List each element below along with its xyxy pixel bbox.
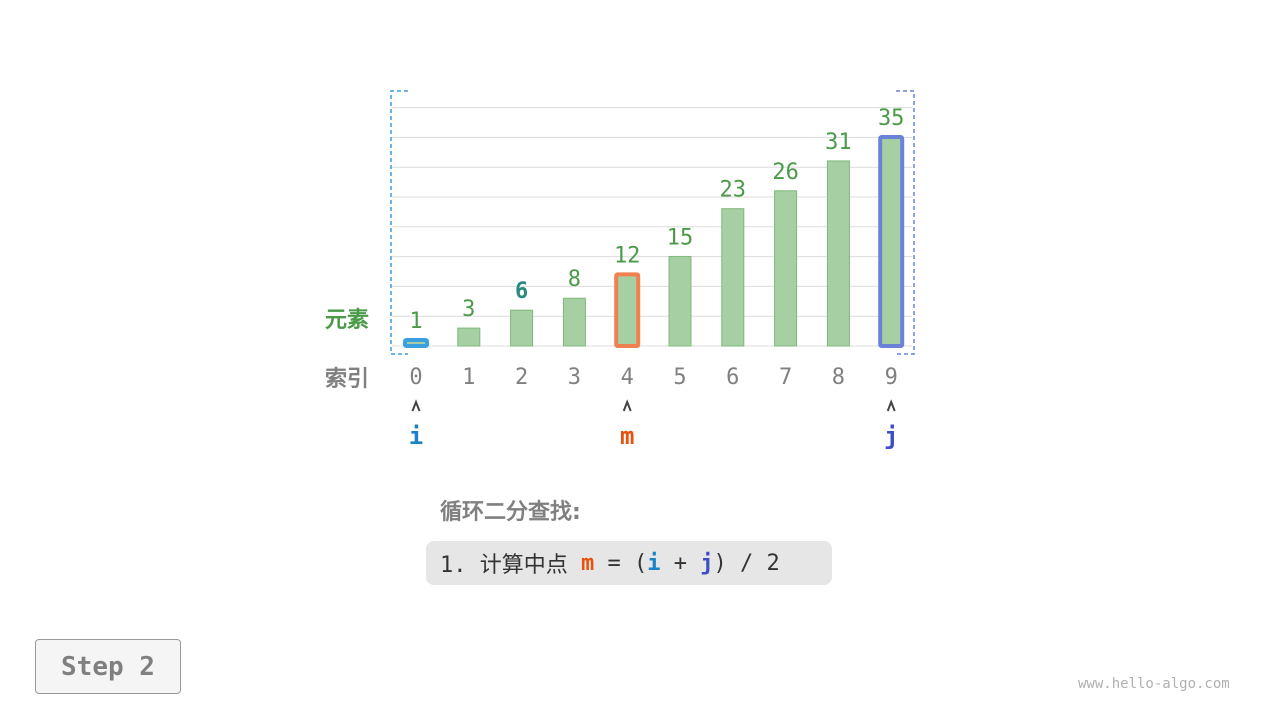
formula-plus: +: [660, 550, 701, 576]
value-label-2: 6: [515, 279, 528, 304]
index-label-4: 4: [621, 365, 634, 390]
formula-j: j: [700, 550, 714, 576]
index-label-2: 2: [515, 365, 528, 390]
watermark: www.hello-algo.com: [1078, 676, 1230, 692]
step-button[interactable]: Step 2: [35, 639, 181, 694]
bar-9: [878, 135, 905, 348]
pointer-j: j: [884, 422, 898, 450]
bar-6: [721, 208, 745, 347]
bar-3: [562, 297, 586, 347]
index-label-1: 1: [462, 365, 475, 390]
formula-eq: = (: [594, 550, 648, 576]
index-label-3: 3: [568, 365, 581, 390]
value-label-3: 8: [568, 267, 581, 292]
bar-0: [403, 338, 429, 348]
pointer-arrow-i-icon: [411, 399, 421, 412]
value-label-1: 3: [462, 297, 475, 322]
index-label-5: 5: [673, 365, 686, 390]
indices-row-label: 索引: [325, 367, 370, 392]
value-label-9: 35: [878, 106, 905, 131]
bar-1: [457, 327, 481, 347]
algorithm-title: 循环二分查找:: [440, 500, 581, 525]
formula-prefix: 1. 计算中点: [440, 553, 581, 578]
pointer-i: i: [409, 422, 423, 450]
bar-5: [668, 255, 692, 347]
index-label-0: 0: [409, 365, 422, 390]
value-label-6: 23: [720, 178, 747, 203]
pointer-arrow-m-icon: [622, 399, 632, 412]
formula-i: i: [647, 550, 661, 576]
values-row-label: 元素: [325, 308, 370, 333]
pointer-m: m: [620, 422, 634, 450]
bar-8: [826, 160, 850, 347]
index-label-8: 8: [832, 365, 845, 390]
index-label-6: 6: [726, 365, 739, 390]
left-bracket-i: [390, 90, 408, 355]
value-label-0: 1: [409, 309, 422, 334]
index-label-7: 7: [779, 365, 792, 390]
value-label-5: 15: [667, 225, 694, 250]
bar-7: [774, 190, 798, 347]
bar-2: [510, 309, 534, 347]
formula-suffix: ) / 2: [713, 550, 780, 576]
index-label-9: 9: [885, 365, 898, 390]
bar-4: [614, 272, 641, 348]
pointer-arrow-j-icon: [886, 399, 896, 412]
value-label-8: 31: [825, 130, 852, 155]
formula-m: m: [580, 550, 595, 576]
value-label-7: 26: [772, 160, 799, 185]
formula-box: 1. 计算中点 m = (i + j) / 2: [426, 541, 832, 585]
right-bracket-j: [896, 90, 915, 355]
value-label-4: 12: [614, 243, 641, 268]
